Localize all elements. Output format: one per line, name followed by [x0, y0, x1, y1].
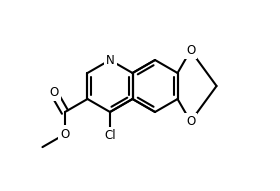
Text: Cl: Cl: [104, 129, 116, 142]
Text: O: O: [60, 128, 70, 141]
Text: O: O: [49, 86, 59, 99]
Text: O: O: [186, 44, 195, 57]
Text: N: N: [106, 53, 114, 66]
Text: O: O: [186, 115, 195, 128]
